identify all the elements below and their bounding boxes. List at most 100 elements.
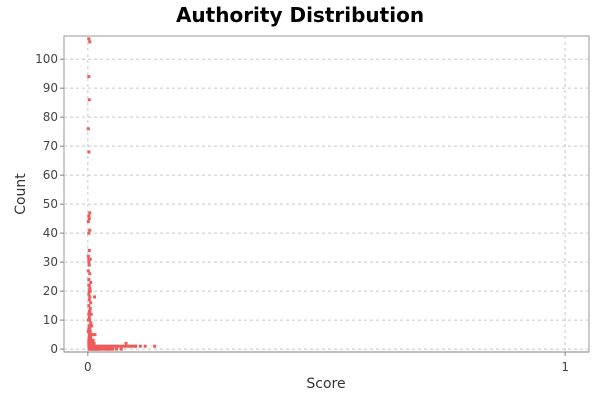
data-point [102,347,106,351]
data-point [86,220,90,224]
y-tick-label: 10 [43,313,58,327]
data-point [90,324,94,328]
y-axis: 0 10 20 30 40 50 60 70 80 90 100 [35,52,64,356]
y-tick-label: 30 [43,255,58,269]
data-point [110,344,114,348]
data-point [117,344,121,348]
data-point [87,324,91,328]
data-point [88,330,92,334]
data-point [115,344,118,348]
data-point [119,347,123,351]
data-point [93,295,97,299]
data-point [87,249,91,253]
data-point [95,344,99,348]
data-point [90,333,94,337]
data-point [88,307,92,311]
data-point [87,327,91,331]
data-point [87,333,91,337]
y-tick-label: 90 [43,81,58,95]
data-point [87,75,91,79]
data-point [88,40,92,44]
data-point [87,298,91,302]
data-point [153,344,157,348]
x-axis-label: Score [306,376,345,392]
grid [64,36,589,352]
data-point [86,127,90,131]
data-point [89,336,93,340]
data-point [88,289,92,293]
data-point [87,260,91,264]
data-point [134,344,138,348]
data-point [87,309,91,313]
data-point [88,272,92,276]
data-point [87,341,91,345]
data-point [87,278,91,282]
y-tick-label: 40 [43,226,58,240]
data-point [92,341,96,345]
data-point [87,283,91,287]
y-axis-label: Count [13,173,29,215]
data-point [107,344,111,348]
data-point [87,231,91,235]
data-point [89,280,93,284]
plot-area [63,35,590,353]
data-point [87,217,91,221]
data-point [93,347,97,351]
data-point [124,344,128,348]
data-point [131,344,135,348]
y-tick-label: 20 [43,284,58,298]
data-point [89,321,93,325]
data-point [86,254,90,258]
data-point [93,344,97,348]
x-tick-label: 1 [561,360,569,374]
y-tick-label: 100 [35,52,58,66]
data-point [105,347,109,351]
data-point [87,304,91,308]
data-point [87,292,91,296]
data-point [91,344,95,348]
data-point [100,344,104,348]
y-tick-label: 80 [43,110,58,124]
data-point [98,347,102,351]
data-point [107,347,111,351]
data-point [89,347,93,351]
data-point [87,214,91,218]
data-point [88,211,92,215]
data-point [124,341,128,345]
data-point [119,344,123,348]
data-point [89,312,93,316]
data-point [86,269,90,273]
y-tick-label: 50 [43,197,58,211]
data-point [93,333,97,337]
data-point [129,344,133,348]
data-point [87,37,91,41]
data-point [143,344,147,348]
data-point [86,318,90,322]
data-point [88,286,92,290]
data-point [103,344,107,348]
data-point [87,98,91,102]
data-point [126,344,130,348]
data-point [138,344,142,348]
data-point [122,344,126,348]
y-tick-label: 60 [43,168,58,182]
y-tick-label: 0 [50,342,58,356]
data-point [110,347,114,351]
data-point [115,347,118,351]
data-point [87,312,91,316]
data-point [86,330,90,334]
data-point [95,347,99,351]
data-point [89,301,93,305]
data-point [98,344,102,348]
x-tick-label: 0 [84,360,92,374]
data-point [105,344,109,348]
data-point [88,257,92,261]
data-point [87,263,91,267]
data-point [88,228,92,232]
data-point [88,295,92,299]
chart-title: Authority Distribution [176,3,424,27]
data-point [87,338,91,342]
data-point [112,344,116,348]
